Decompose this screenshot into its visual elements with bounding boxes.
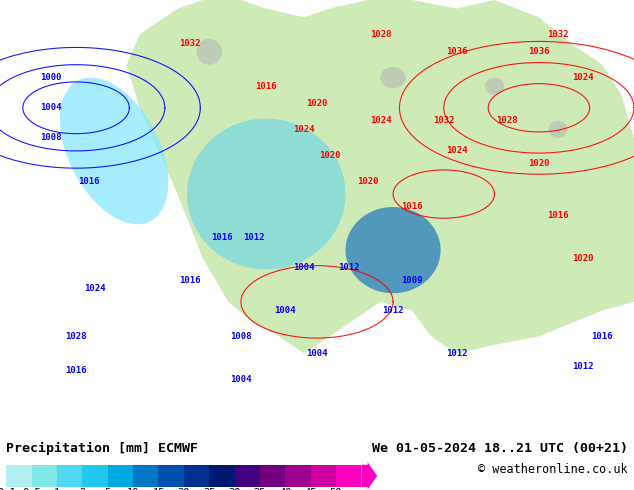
- Text: 1020: 1020: [573, 254, 594, 263]
- Text: 2: 2: [79, 488, 86, 490]
- Text: 1024: 1024: [84, 284, 106, 294]
- Bar: [133, 465, 158, 487]
- Text: 1016: 1016: [211, 233, 233, 242]
- Text: 1004: 1004: [275, 306, 296, 315]
- Text: 1020: 1020: [357, 176, 378, 186]
- Bar: [285, 465, 311, 487]
- Bar: [158, 465, 184, 487]
- Ellipse shape: [485, 77, 504, 95]
- Text: 1020: 1020: [528, 159, 550, 169]
- Bar: [57, 465, 82, 487]
- Text: 1008: 1008: [230, 332, 252, 341]
- Bar: [235, 465, 260, 487]
- Bar: [311, 465, 336, 487]
- Text: 1016: 1016: [78, 176, 100, 186]
- Text: 1032: 1032: [433, 116, 455, 125]
- FancyArrow shape: [361, 463, 377, 490]
- Ellipse shape: [60, 77, 168, 224]
- Text: 1012: 1012: [446, 349, 467, 358]
- Text: 1024: 1024: [446, 147, 467, 155]
- Text: 30: 30: [228, 488, 241, 490]
- Text: 0.1: 0.1: [0, 488, 16, 490]
- Text: 1016: 1016: [592, 332, 613, 341]
- Text: 15: 15: [152, 488, 165, 490]
- Text: 1032: 1032: [179, 39, 201, 48]
- Text: 1032: 1032: [547, 30, 569, 39]
- Text: 40: 40: [279, 488, 292, 490]
- Text: 1016: 1016: [65, 367, 87, 375]
- Bar: [209, 465, 235, 487]
- Text: 1012: 1012: [243, 233, 264, 242]
- Bar: [184, 465, 209, 487]
- Bar: [260, 465, 285, 487]
- Text: © weatheronline.co.uk: © weatheronline.co.uk: [478, 463, 628, 476]
- Text: 0.5: 0.5: [22, 488, 41, 490]
- Text: 1012: 1012: [573, 362, 594, 371]
- Text: 5: 5: [105, 488, 111, 490]
- Text: 1016: 1016: [256, 82, 277, 91]
- Ellipse shape: [380, 67, 406, 88]
- Text: 1036: 1036: [528, 47, 550, 56]
- Text: 1016: 1016: [401, 202, 423, 212]
- Text: 1028: 1028: [496, 116, 518, 125]
- Text: 1020: 1020: [306, 99, 328, 108]
- Text: 25: 25: [203, 488, 216, 490]
- Ellipse shape: [548, 121, 567, 138]
- Bar: [82, 465, 108, 487]
- Text: 1000: 1000: [40, 73, 61, 82]
- Text: 50: 50: [330, 488, 342, 490]
- Text: 1004: 1004: [306, 349, 328, 358]
- Ellipse shape: [346, 207, 441, 293]
- Text: 1: 1: [54, 488, 60, 490]
- Ellipse shape: [187, 119, 346, 270]
- Text: 1008: 1008: [40, 133, 61, 143]
- Text: 1004: 1004: [40, 103, 61, 112]
- Bar: [108, 465, 133, 487]
- Text: 1020: 1020: [319, 151, 340, 160]
- Bar: [6, 465, 32, 487]
- Text: Precipitation [mm] ECMWF: Precipitation [mm] ECMWF: [6, 442, 198, 455]
- Text: 35: 35: [254, 488, 266, 490]
- Text: 1036: 1036: [446, 47, 467, 56]
- Polygon shape: [127, 0, 634, 354]
- Text: 1028: 1028: [370, 30, 391, 39]
- Bar: [32, 465, 57, 487]
- Text: 1024: 1024: [294, 125, 315, 134]
- Text: 1016: 1016: [179, 276, 201, 285]
- Text: 1024: 1024: [573, 73, 594, 82]
- Text: 20: 20: [178, 488, 190, 490]
- Ellipse shape: [197, 39, 222, 65]
- Text: 1016: 1016: [547, 211, 569, 220]
- Text: 1028: 1028: [65, 332, 87, 341]
- Text: 1009: 1009: [401, 276, 423, 285]
- Text: 45: 45: [304, 488, 317, 490]
- Text: 1004: 1004: [230, 375, 252, 384]
- Bar: [336, 465, 361, 487]
- Text: 1012: 1012: [338, 263, 359, 272]
- Text: We 01-05-2024 18..21 UTC (00+21): We 01-05-2024 18..21 UTC (00+21): [372, 442, 628, 455]
- Text: 10: 10: [127, 488, 139, 490]
- Text: 1012: 1012: [382, 306, 404, 315]
- Text: 1024: 1024: [370, 116, 391, 125]
- Text: 1004: 1004: [294, 263, 315, 272]
